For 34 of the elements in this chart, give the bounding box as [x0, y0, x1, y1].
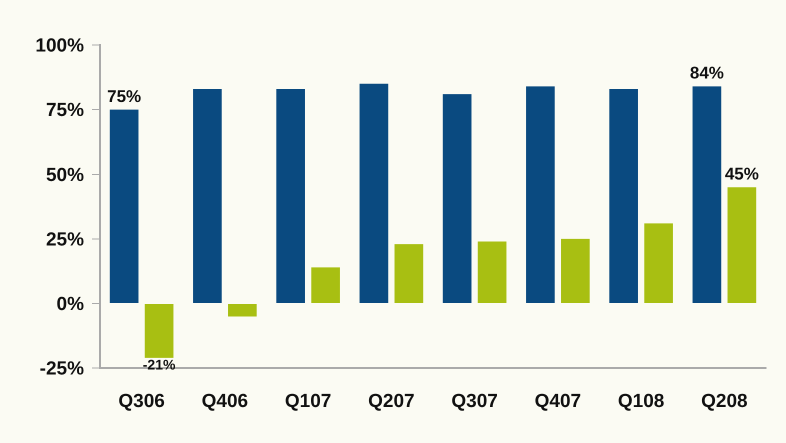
bar: [360, 84, 388, 304]
bar: [478, 242, 506, 304]
bar: [144, 304, 174, 358]
y-tick-label: 100%: [35, 36, 84, 56]
bar: [276, 88, 305, 304]
bar: [692, 86, 722, 304]
bar: [728, 187, 756, 304]
bar: [110, 110, 138, 304]
bar: [644, 223, 673, 304]
bar: [228, 304, 257, 316]
x-tick-label: Q207: [368, 390, 415, 412]
data-label: 45%: [724, 164, 759, 184]
x-tick-label: Q306: [118, 390, 165, 412]
x-tick-label: Q208: [701, 390, 748, 412]
data-label: 75%: [107, 86, 142, 106]
y-tick-label: -25%: [40, 358, 84, 380]
x-tick-label: Q406: [202, 390, 248, 412]
bar: [442, 94, 472, 304]
y-tick-label: 25%: [46, 229, 84, 250]
y-tick-label: 50%: [46, 164, 84, 186]
bar: [394, 244, 424, 304]
x-tick-label: Q407: [534, 390, 582, 412]
bar: [609, 88, 638, 304]
data-label: 84%: [690, 64, 724, 83]
x-tick-label: Q108: [618, 390, 664, 412]
y-tick-label: 0%: [56, 294, 84, 316]
x-tick-label: Q107: [284, 390, 332, 412]
x-tick-label: Q307: [451, 390, 498, 412]
bar: [311, 267, 340, 304]
bar: [561, 238, 590, 304]
data-label: -21%: [142, 356, 176, 373]
bar: [193, 88, 222, 304]
y-tick-label: 75%: [46, 100, 84, 122]
bar: [526, 86, 555, 304]
